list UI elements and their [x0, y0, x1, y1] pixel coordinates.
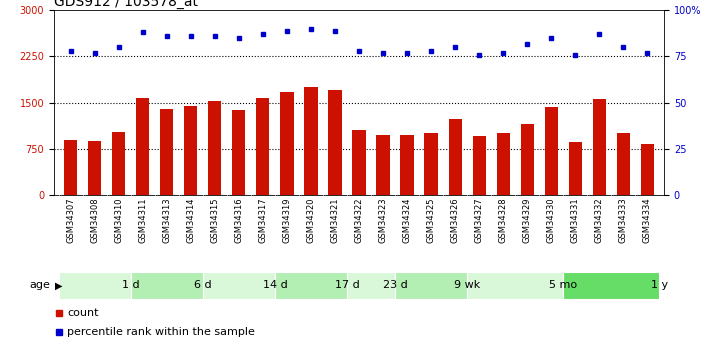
Text: GSM34325: GSM34325 — [426, 197, 436, 243]
Bar — [88, 141, 101, 195]
Bar — [424, 134, 438, 195]
Bar — [497, 134, 510, 195]
Text: 14 d: 14 d — [263, 280, 287, 290]
Text: GSM34323: GSM34323 — [378, 197, 388, 243]
Bar — [395, 272, 467, 299]
Text: age: age — [29, 280, 50, 290]
Text: GSM34307: GSM34307 — [66, 197, 75, 243]
Bar — [208, 101, 221, 195]
Text: 1 y: 1 y — [651, 280, 668, 290]
Text: GSM34324: GSM34324 — [403, 197, 411, 243]
Text: count: count — [67, 308, 99, 318]
Text: GSM34329: GSM34329 — [523, 197, 532, 243]
Bar — [521, 124, 533, 195]
Bar — [232, 110, 246, 195]
Text: 17 d: 17 d — [335, 280, 360, 290]
Bar — [185, 106, 197, 195]
Text: 23 d: 23 d — [383, 280, 407, 290]
Bar — [59, 272, 131, 299]
Text: GSM34319: GSM34319 — [282, 197, 292, 243]
Text: GSM34310: GSM34310 — [114, 197, 123, 243]
Text: 9 wk: 9 wk — [454, 280, 480, 290]
Bar — [160, 109, 173, 195]
Text: GSM34333: GSM34333 — [619, 197, 628, 243]
Bar — [401, 135, 414, 195]
Text: 1 d: 1 d — [122, 280, 139, 290]
Text: GSM34322: GSM34322 — [355, 197, 363, 243]
Bar — [376, 135, 390, 195]
Bar — [131, 272, 202, 299]
Text: GSM34334: GSM34334 — [643, 197, 652, 243]
Bar — [472, 136, 486, 195]
Text: percentile rank within the sample: percentile rank within the sample — [67, 327, 255, 337]
Text: 6 d: 6 d — [194, 280, 212, 290]
Bar — [347, 272, 395, 299]
Text: GSM34315: GSM34315 — [210, 197, 219, 243]
Bar — [275, 272, 347, 299]
Bar — [353, 130, 365, 195]
Text: 5 mo: 5 mo — [549, 280, 577, 290]
Bar — [617, 134, 630, 195]
Bar — [202, 272, 275, 299]
Text: GDS912 / 103578_at: GDS912 / 103578_at — [54, 0, 198, 9]
Bar — [328, 90, 342, 195]
Bar — [64, 139, 78, 195]
Text: GSM34331: GSM34331 — [571, 197, 579, 243]
Text: GSM34332: GSM34332 — [595, 197, 604, 243]
Bar — [304, 87, 317, 195]
Bar — [256, 98, 269, 195]
Bar — [280, 91, 294, 195]
Text: GSM34313: GSM34313 — [162, 197, 172, 243]
Bar — [592, 99, 606, 195]
Bar — [112, 132, 126, 195]
Bar — [449, 119, 462, 195]
Bar — [640, 145, 654, 195]
Bar — [545, 107, 558, 195]
Text: ▶: ▶ — [55, 280, 62, 290]
Text: GSM34308: GSM34308 — [90, 197, 99, 243]
Text: GSM34314: GSM34314 — [186, 197, 195, 243]
Text: GSM34321: GSM34321 — [330, 197, 340, 243]
Text: GSM34320: GSM34320 — [307, 197, 315, 243]
Bar — [569, 142, 582, 195]
Text: GSM34316: GSM34316 — [234, 197, 243, 243]
Bar — [467, 272, 563, 299]
Bar — [563, 272, 659, 299]
Text: GSM34328: GSM34328 — [499, 197, 508, 243]
Text: GSM34327: GSM34327 — [475, 197, 484, 243]
Text: GSM34330: GSM34330 — [546, 197, 556, 243]
Bar — [136, 98, 149, 195]
Text: GSM34317: GSM34317 — [258, 197, 267, 243]
Text: GSM34326: GSM34326 — [451, 197, 460, 243]
Text: GSM34311: GSM34311 — [139, 197, 147, 243]
